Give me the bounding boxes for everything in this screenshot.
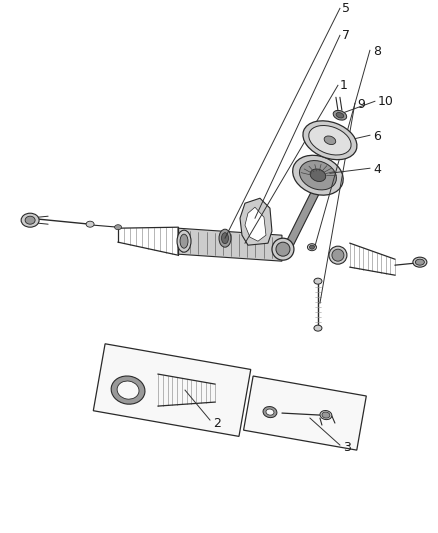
Ellipse shape <box>21 213 39 227</box>
Ellipse shape <box>303 121 357 160</box>
Ellipse shape <box>413 257 427 267</box>
Ellipse shape <box>320 410 332 419</box>
Text: 2: 2 <box>213 417 221 430</box>
Text: 4: 4 <box>373 163 381 176</box>
Text: 5: 5 <box>342 2 350 15</box>
Polygon shape <box>283 161 333 251</box>
Ellipse shape <box>272 238 294 260</box>
Ellipse shape <box>333 110 346 120</box>
Ellipse shape <box>415 259 424 265</box>
Ellipse shape <box>324 136 336 144</box>
Ellipse shape <box>314 278 322 284</box>
Ellipse shape <box>177 230 191 252</box>
Polygon shape <box>245 207 266 241</box>
Ellipse shape <box>322 412 330 418</box>
Ellipse shape <box>86 221 94 227</box>
Text: 8: 8 <box>373 45 381 58</box>
Ellipse shape <box>329 246 347 264</box>
Text: 10: 10 <box>378 95 394 108</box>
Ellipse shape <box>111 376 145 404</box>
Ellipse shape <box>219 229 231 247</box>
Ellipse shape <box>117 381 139 399</box>
Ellipse shape <box>332 249 344 261</box>
Ellipse shape <box>25 216 35 224</box>
Ellipse shape <box>222 233 229 244</box>
Polygon shape <box>93 344 251 437</box>
Ellipse shape <box>266 409 274 415</box>
Ellipse shape <box>310 169 326 182</box>
Ellipse shape <box>180 234 188 248</box>
Ellipse shape <box>309 245 314 249</box>
Text: 7: 7 <box>342 29 350 42</box>
Ellipse shape <box>263 407 277 418</box>
Polygon shape <box>178 228 282 261</box>
Polygon shape <box>240 198 272 245</box>
Ellipse shape <box>300 160 336 190</box>
Ellipse shape <box>336 112 344 118</box>
Ellipse shape <box>309 125 351 155</box>
Ellipse shape <box>293 155 343 195</box>
Text: 3: 3 <box>343 441 351 454</box>
Ellipse shape <box>314 325 322 331</box>
Text: 9: 9 <box>357 98 365 111</box>
Text: 6: 6 <box>373 130 381 143</box>
Ellipse shape <box>115 225 122 230</box>
Ellipse shape <box>307 244 316 251</box>
Text: 1: 1 <box>340 79 348 92</box>
Polygon shape <box>244 376 366 450</box>
Ellipse shape <box>276 242 290 256</box>
